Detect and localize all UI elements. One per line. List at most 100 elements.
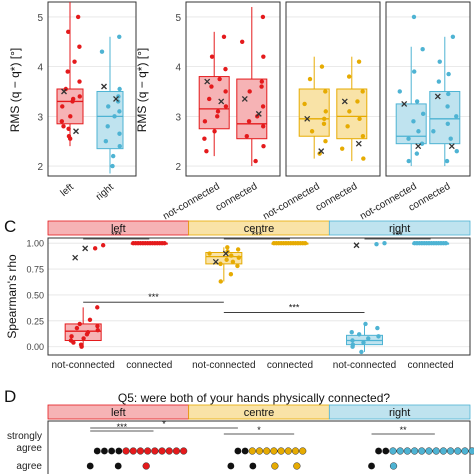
dot-black xyxy=(101,447,108,455)
box-right-not-connected-point xyxy=(349,330,354,335)
mean-marker xyxy=(212,258,219,265)
strip-label-left: left xyxy=(111,223,126,235)
panel-b-frame xyxy=(185,1,281,177)
box-left-connected-point xyxy=(247,89,252,94)
box-right-not-connected-point xyxy=(414,151,420,156)
mean-marker-b xyxy=(401,100,408,107)
mean-marker-b xyxy=(113,95,119,102)
dot-centre xyxy=(299,447,307,455)
box-left-connected-point xyxy=(162,240,167,246)
box-left-not-connected-point xyxy=(212,129,217,134)
box-centre-connected-point xyxy=(346,74,352,79)
x-tick-label: connected xyxy=(314,181,359,214)
mean-marker-b xyxy=(304,115,311,122)
box-left-not-connected-point xyxy=(87,317,93,322)
strip-label-centre: centre xyxy=(244,407,275,419)
box-left-not-connected-point xyxy=(209,54,215,59)
mean-marker xyxy=(304,115,311,122)
mean-marker xyxy=(218,98,225,105)
sig-label: * xyxy=(257,425,261,435)
box-right-not-connected-point xyxy=(414,99,420,104)
panel-c: C left centre right Spearman's rho 0.00 0.25 0… xyxy=(4,217,471,371)
x-tick-label: not-connected xyxy=(192,360,255,371)
dot-centre xyxy=(284,447,292,455)
box-left-not-connected xyxy=(198,31,230,157)
box-centre-not-connected-point xyxy=(323,89,328,94)
mean-marker xyxy=(255,110,262,117)
y-label-agree-1: agree xyxy=(16,443,42,454)
box-centre-connected-point xyxy=(345,124,350,129)
mean-marker-b xyxy=(73,128,79,135)
box-left-point xyxy=(72,59,77,64)
box-left-not-connected-point xyxy=(223,104,229,109)
box-left-not-connected-point xyxy=(77,321,82,327)
box-right-point xyxy=(117,131,122,136)
box-centre-not-connected-point xyxy=(235,247,241,252)
box-right-point xyxy=(106,104,111,109)
box-left-not-connected-point xyxy=(95,327,101,333)
box-centre-not-connected-point xyxy=(319,64,325,69)
box-right-point xyxy=(103,139,109,144)
box-right-point xyxy=(112,114,117,119)
box-right-point xyxy=(105,124,110,129)
dot-left xyxy=(143,447,152,455)
mean-marker-b xyxy=(212,258,219,265)
strip-label-left: left xyxy=(111,407,126,419)
mean-marker-b xyxy=(448,143,455,150)
box-right-point xyxy=(117,109,122,114)
x-tick-label: right xyxy=(94,182,116,203)
box-left-not-connected xyxy=(64,307,102,347)
box-centre-not-connected-point xyxy=(323,109,328,114)
box-left-not-connected-point xyxy=(206,96,212,102)
mean-marker-b xyxy=(353,242,360,249)
panel-b-frame xyxy=(47,1,137,177)
box-right-connected-point xyxy=(445,104,450,109)
box-centre-not-connected-point xyxy=(309,129,315,134)
outlier-point xyxy=(374,242,379,247)
box-left-connected-point xyxy=(261,143,266,149)
dot-centre xyxy=(270,447,278,455)
box-centre-connected-point xyxy=(302,240,308,246)
x-tick-label: connected xyxy=(267,360,313,371)
box-right-not-connected-point xyxy=(420,111,426,117)
dot-black xyxy=(114,462,122,470)
box-right-not-connected-point xyxy=(366,336,371,341)
mean-marker-b xyxy=(434,93,441,100)
panel-c-letter: C xyxy=(4,217,16,236)
box-right-not-connected-point xyxy=(419,141,425,146)
box-left-not-connected-point xyxy=(204,148,209,154)
box-centre-not-connected-point xyxy=(236,255,241,260)
dot-black xyxy=(249,462,257,470)
mean-marker xyxy=(82,245,89,252)
outlier-point xyxy=(100,243,106,248)
box-left-not-connected-point xyxy=(221,34,227,39)
box-left-point xyxy=(70,96,76,102)
box-centre-not-connected-point xyxy=(235,263,240,269)
box-left-not-connected-point xyxy=(81,336,86,341)
y-tick-label: 3 xyxy=(37,112,43,123)
mean-marker-b xyxy=(101,83,107,90)
sig-label: *** xyxy=(148,292,159,302)
mean-marker xyxy=(415,143,422,150)
box-right-connected-point xyxy=(454,148,459,154)
dot-left xyxy=(165,447,173,455)
dot-left xyxy=(151,447,159,455)
box-centre-not-connected-point xyxy=(230,259,236,265)
y-tick-label: 4 xyxy=(37,63,43,74)
y-tick-label: 5 xyxy=(37,13,43,24)
x-tick-label: connected xyxy=(214,181,259,214)
x-tick-label: not-connected xyxy=(161,181,221,222)
dot-centre xyxy=(248,447,256,455)
box-centre-not-connected-point xyxy=(218,279,223,284)
mean-marker-b xyxy=(222,250,229,257)
box-left-point xyxy=(77,44,82,49)
y-label-agree: agree xyxy=(16,461,42,472)
panel-b: RMS (q − q*) [°] RMS (q − q*) [°] 2 2 3 3 4 4 5 5… xyxy=(8,1,471,222)
box-left-not-connected-point xyxy=(69,334,74,339)
box-centre-not-connected-point xyxy=(317,151,322,156)
box-right-not-connected-iqr xyxy=(395,103,427,145)
x-tick-label: left xyxy=(59,182,76,199)
box-centre-not-connected-iqr xyxy=(205,251,243,265)
box-right-point xyxy=(110,153,116,159)
